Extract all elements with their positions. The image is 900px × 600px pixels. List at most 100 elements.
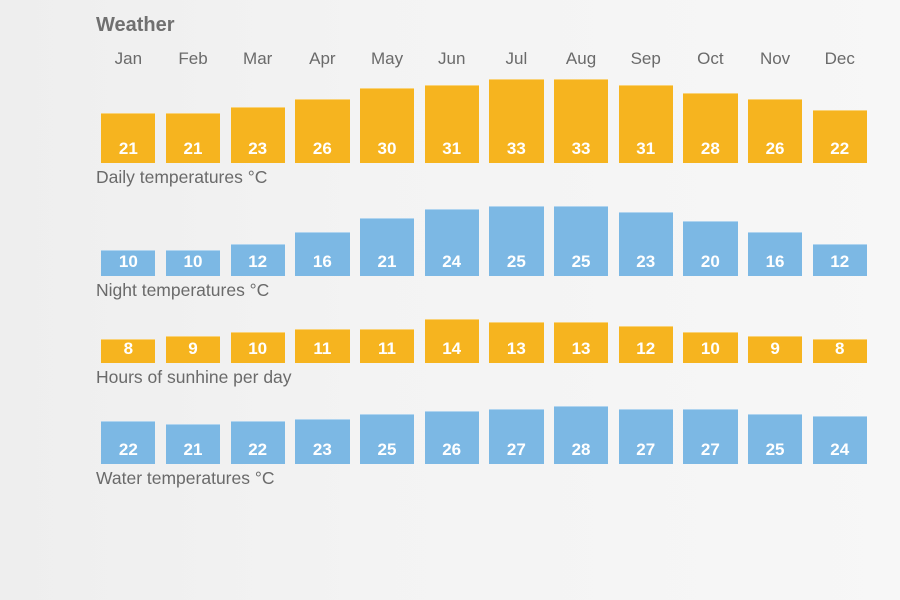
bar: 8 bbox=[813, 339, 867, 363]
bar-slot: 8 bbox=[807, 339, 872, 363]
chart-label: Water temperatures °C bbox=[96, 468, 872, 489]
bar-slot: 28 bbox=[678, 93, 743, 163]
bar: 30 bbox=[360, 88, 414, 164]
bar: 12 bbox=[813, 244, 867, 276]
chart-block: 89101111141313121098Hours of sunhine per… bbox=[96, 319, 872, 388]
bar-slot: 23 bbox=[613, 212, 678, 276]
chart-bars: 101012162124252523201612 bbox=[96, 206, 872, 276]
bar-slot: 21 bbox=[355, 218, 420, 276]
weather-panel: Weather JanFebMarAprMayJunJulAugSepOctNo… bbox=[0, 0, 900, 600]
bar-slot: 21 bbox=[161, 424, 226, 464]
bar-slot: 24 bbox=[419, 209, 484, 276]
chart-bars: 89101111141313121098 bbox=[96, 319, 872, 363]
bar-slot: 31 bbox=[613, 85, 678, 163]
chart-block: 212123263031333331282622Daily temperatur… bbox=[96, 79, 872, 188]
bar: 25 bbox=[748, 414, 802, 464]
bar: 10 bbox=[101, 250, 155, 276]
bar: 31 bbox=[619, 85, 673, 163]
bar: 9 bbox=[748, 336, 802, 363]
bar-slot: 12 bbox=[225, 244, 290, 276]
bar-slot: 10 bbox=[225, 332, 290, 363]
chart-block: 101012162124252523201612Night temperatur… bbox=[96, 206, 872, 301]
bar-slot: 21 bbox=[96, 113, 161, 163]
bar-slot: 33 bbox=[484, 79, 549, 163]
bar-slot: 11 bbox=[290, 329, 355, 363]
bar: 10 bbox=[231, 332, 285, 363]
month-label: Jul bbox=[484, 49, 549, 69]
chart-label: Hours of sunhine per day bbox=[96, 367, 872, 388]
bar-slot: 10 bbox=[161, 250, 226, 276]
bar: 22 bbox=[231, 421, 285, 464]
bar: 33 bbox=[554, 79, 608, 163]
bar-slot: 26 bbox=[290, 99, 355, 163]
bar-slot: 20 bbox=[678, 221, 743, 276]
month-label: Sep bbox=[613, 49, 678, 69]
bar-slot: 27 bbox=[484, 409, 549, 464]
bar: 33 bbox=[489, 79, 543, 163]
bar-slot: 25 bbox=[355, 414, 420, 464]
bar: 10 bbox=[683, 332, 737, 363]
bar-slot: 9 bbox=[161, 336, 226, 363]
bar: 13 bbox=[554, 322, 608, 363]
chart-block: 222122232526272827272524Water temperatur… bbox=[96, 406, 872, 489]
bar-slot: 10 bbox=[96, 250, 161, 276]
charts-container: 212123263031333331282622Daily temperatur… bbox=[96, 79, 872, 489]
bar: 28 bbox=[554, 406, 608, 464]
bar: 10 bbox=[166, 250, 220, 276]
bar: 22 bbox=[101, 421, 155, 464]
bar: 9 bbox=[166, 336, 220, 363]
bar: 11 bbox=[295, 329, 349, 363]
chart-label: Night temperatures °C bbox=[96, 280, 872, 301]
bar: 25 bbox=[360, 414, 414, 464]
bar: 21 bbox=[166, 113, 220, 163]
bar-slot: 26 bbox=[419, 411, 484, 464]
bar: 27 bbox=[489, 409, 543, 464]
bar: 22 bbox=[813, 110, 867, 163]
bar: 21 bbox=[166, 424, 220, 464]
bar: 24 bbox=[425, 209, 479, 276]
bar: 28 bbox=[683, 93, 737, 163]
month-label: May bbox=[355, 49, 420, 69]
bar-slot: 27 bbox=[678, 409, 743, 464]
bar: 25 bbox=[489, 206, 543, 276]
bar: 21 bbox=[360, 218, 414, 276]
month-label: Oct bbox=[678, 49, 743, 69]
months-row: JanFebMarAprMayJunJulAugSepOctNovDec bbox=[96, 49, 872, 69]
bar-slot: 30 bbox=[355, 88, 420, 164]
month-label: Nov bbox=[743, 49, 808, 69]
bar-slot: 8 bbox=[96, 339, 161, 363]
bar: 13 bbox=[489, 322, 543, 363]
bar-slot: 24 bbox=[807, 416, 872, 464]
bar-slot: 25 bbox=[549, 206, 614, 276]
bar: 26 bbox=[748, 99, 802, 163]
bar-slot: 14 bbox=[419, 319, 484, 363]
bar-slot: 16 bbox=[290, 232, 355, 276]
chart-bars: 212123263031333331282622 bbox=[96, 79, 872, 163]
bar-slot: 13 bbox=[484, 322, 549, 363]
chart-label: Daily temperatures °C bbox=[96, 167, 872, 188]
bar: 23 bbox=[231, 107, 285, 163]
bar: 27 bbox=[683, 409, 737, 464]
bar-slot: 16 bbox=[743, 232, 808, 276]
bar: 24 bbox=[813, 416, 867, 464]
bar-slot: 27 bbox=[613, 409, 678, 464]
panel-title: Weather bbox=[96, 14, 872, 37]
month-label: Dec bbox=[807, 49, 872, 69]
bar-slot: 22 bbox=[807, 110, 872, 163]
bar-slot: 12 bbox=[807, 244, 872, 276]
month-label: Aug bbox=[549, 49, 614, 69]
bar-slot: 12 bbox=[613, 326, 678, 363]
bar: 16 bbox=[295, 232, 349, 276]
bar: 25 bbox=[554, 206, 608, 276]
bar: 27 bbox=[619, 409, 673, 464]
bar: 16 bbox=[748, 232, 802, 276]
bar-slot: 21 bbox=[161, 113, 226, 163]
bar-slot: 23 bbox=[225, 107, 290, 163]
bar-slot: 33 bbox=[549, 79, 614, 163]
bar-slot: 26 bbox=[743, 99, 808, 163]
bar: 8 bbox=[101, 339, 155, 363]
bar-slot: 11 bbox=[355, 329, 420, 363]
bar: 26 bbox=[425, 411, 479, 464]
bar: 23 bbox=[619, 212, 673, 276]
bar-slot: 28 bbox=[549, 406, 614, 464]
